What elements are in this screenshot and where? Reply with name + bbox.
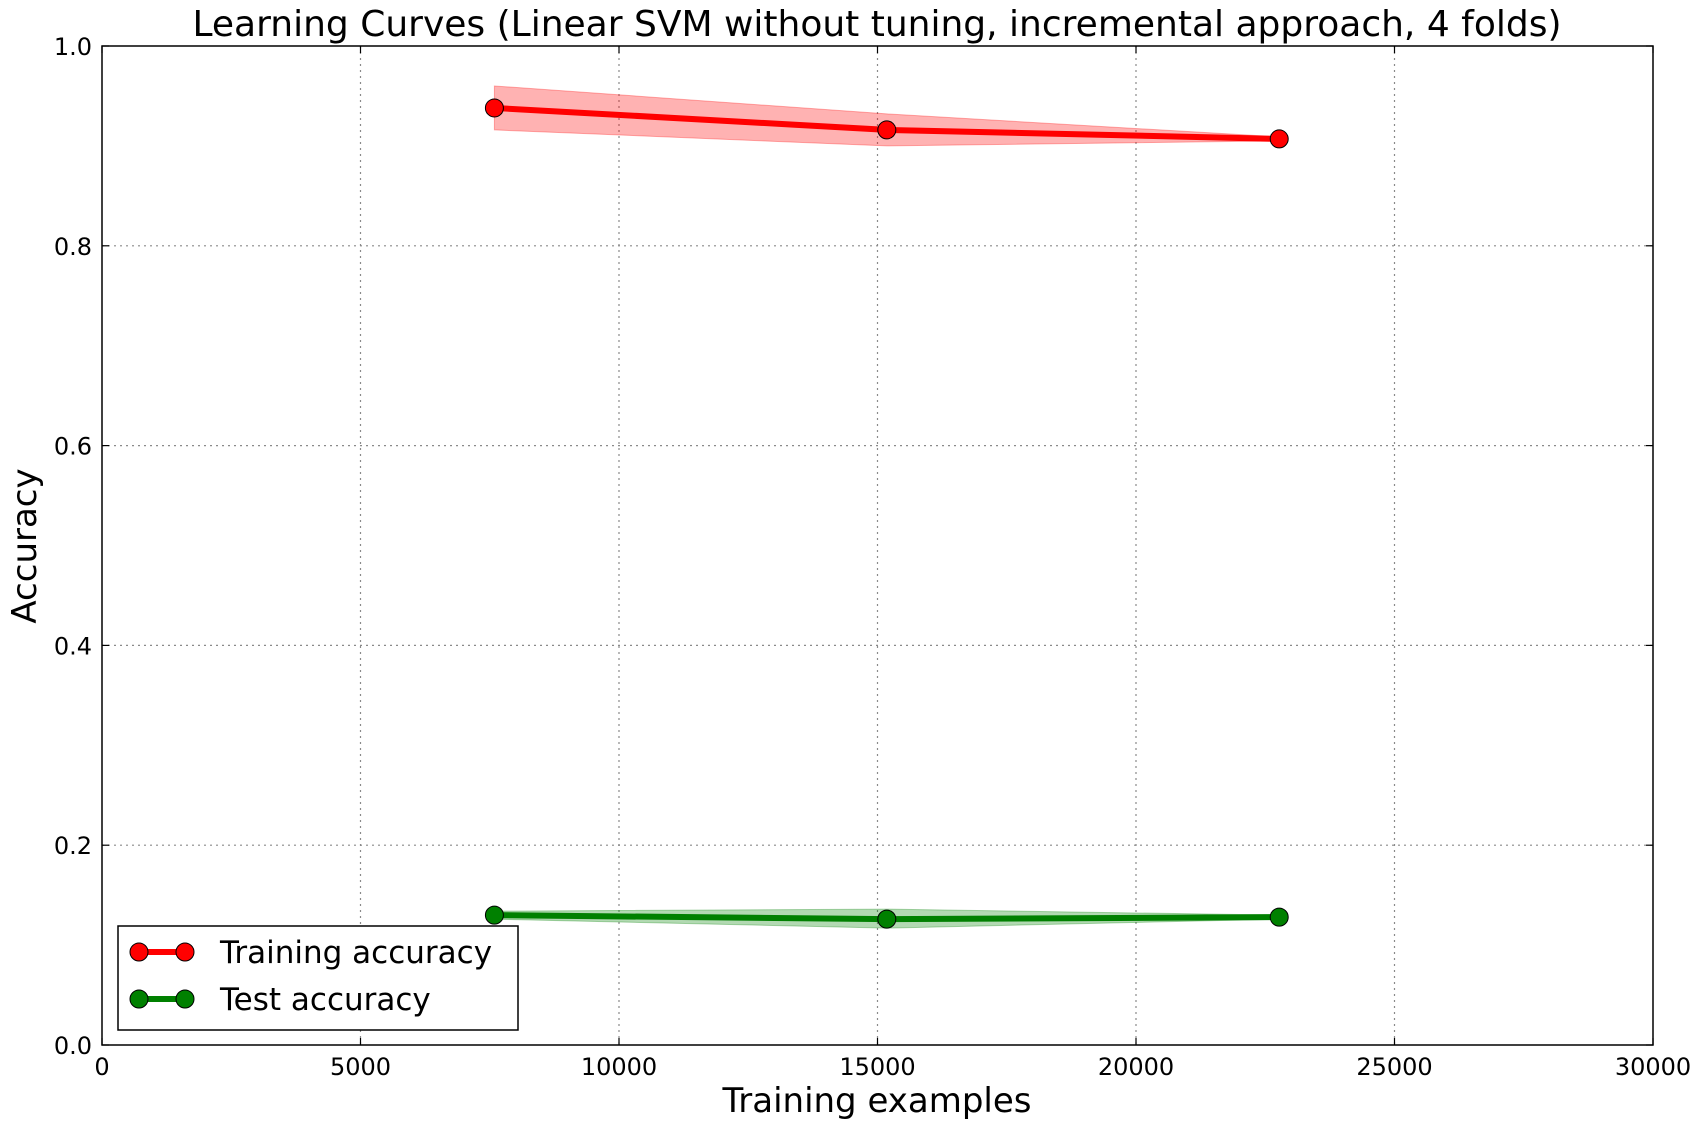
data-point-test xyxy=(484,905,504,925)
legend-marker-test xyxy=(175,989,195,1009)
x-tick-label: 30000 xyxy=(1615,1053,1691,1081)
data-point-training xyxy=(484,98,504,118)
legend-label-test: Test accuracy xyxy=(219,982,431,1018)
x-axis-title: Training examples xyxy=(721,1081,1031,1121)
data-point-training xyxy=(877,120,897,140)
data-point-test xyxy=(877,909,897,929)
chart-title: Learning Curves (Linear SVM without tuni… xyxy=(192,4,1561,45)
y-tick-label: 1.0 xyxy=(54,33,92,61)
x-tick-label: 5000 xyxy=(330,1053,391,1081)
data-point-test xyxy=(1269,907,1289,927)
series-points xyxy=(484,98,1289,929)
y-tick-label: 0.4 xyxy=(54,632,92,660)
y-tick-label: 0.2 xyxy=(54,832,92,860)
x-tick-label: 15000 xyxy=(839,1053,915,1081)
legend-item-training: Training accuracy xyxy=(129,935,492,971)
x-tick-label: 10000 xyxy=(581,1053,657,1081)
x-tick-label: 25000 xyxy=(1356,1053,1432,1081)
legend: Training accuracy Test accuracy xyxy=(117,925,519,1031)
legend-marker-training xyxy=(129,942,149,962)
legend-marker-training xyxy=(175,942,195,962)
y-tick-label: 0.6 xyxy=(54,433,92,461)
x-tick-label: 20000 xyxy=(1098,1053,1174,1081)
y-axis-title: Accuracy xyxy=(5,468,45,623)
y-tick-label: 0.8 xyxy=(54,233,92,261)
legend-item-test: Test accuracy xyxy=(129,982,431,1018)
grid-lines xyxy=(102,46,1653,1045)
axis-ticks: 0 5000 10000 15000 20000 25000 30000 0.0 0.2 0.4 0… xyxy=(54,33,1691,1081)
legend-marker-test xyxy=(129,989,149,1009)
data-point-training xyxy=(1269,129,1289,149)
x-tick-label: 0 xyxy=(94,1053,109,1081)
y-tick-label: 0.0 xyxy=(54,1032,92,1060)
legend-label-training: Training accuracy xyxy=(219,935,492,971)
